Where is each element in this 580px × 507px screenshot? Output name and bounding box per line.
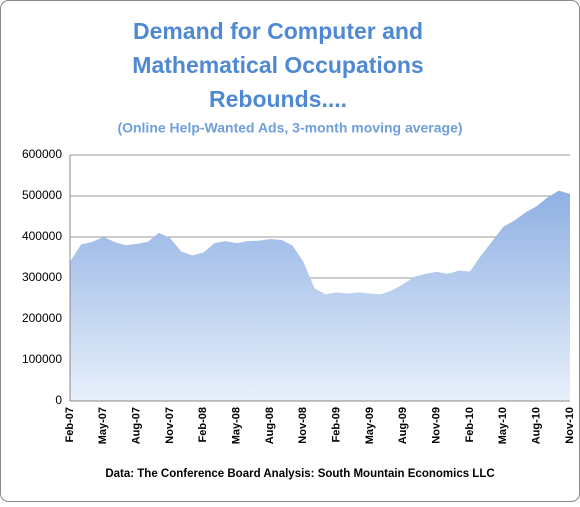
x-tick-label: Feb-09 bbox=[331, 407, 343, 442]
chart-title: Rebounds.... bbox=[209, 86, 347, 112]
y-tick-label: 200000 bbox=[22, 311, 62, 325]
x-tick-label: Nov-07 bbox=[164, 407, 176, 444]
x-tick-label: Aug-07 bbox=[131, 407, 143, 444]
x-tick-label: Feb-08 bbox=[197, 407, 209, 442]
x-tick-label: Nov-10 bbox=[564, 407, 576, 444]
x-tick-label: May-07 bbox=[97, 407, 109, 444]
chart-title: Mathematical Occupations bbox=[132, 52, 423, 78]
y-tick-label: 400000 bbox=[22, 229, 62, 243]
chart-subtitle: (Online Help-Wanted Ads, 3-month moving … bbox=[117, 120, 462, 136]
y-tick-label: 300000 bbox=[22, 270, 62, 284]
area bbox=[70, 190, 570, 401]
x-tick-label: May-10 bbox=[497, 407, 509, 444]
x-tick-label: Feb-10 bbox=[464, 407, 476, 442]
x-tick-label: Feb-07 bbox=[64, 407, 76, 442]
y-tick-label: 0 bbox=[55, 393, 62, 407]
y-tick-label: 100000 bbox=[22, 352, 62, 366]
y-tick-label: 500000 bbox=[22, 188, 62, 202]
x-tick-label: Aug-09 bbox=[397, 407, 409, 444]
chart-title: Demand for Computer and bbox=[133, 18, 423, 44]
y-tick-label: 600000 bbox=[22, 147, 62, 161]
x-tick-label: May-08 bbox=[231, 407, 243, 444]
x-tick-label: Aug-10 bbox=[531, 407, 543, 444]
x-tick-label: May-09 bbox=[364, 407, 376, 444]
x-tick-label: Nov-09 bbox=[431, 407, 443, 444]
x-tick-label: Aug-08 bbox=[264, 407, 276, 444]
source-note: Data: The Conference Board Analysis: Sou… bbox=[105, 468, 494, 480]
x-tick-label: Nov-08 bbox=[297, 407, 309, 444]
